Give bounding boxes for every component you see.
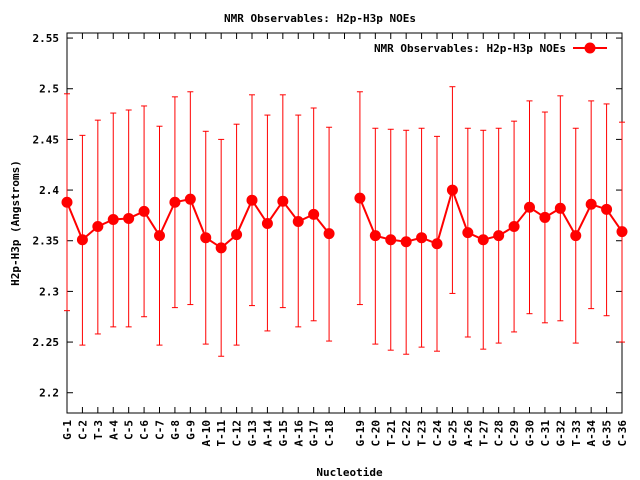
data-point: [261, 218, 273, 230]
data-point: [554, 202, 566, 214]
x-tick-label: C-18: [323, 420, 336, 447]
data-point: [308, 208, 320, 220]
data-point: [400, 236, 412, 248]
data-point: [277, 195, 289, 207]
y-axis-label: H2p-H3p (Angstroms): [9, 160, 22, 286]
legend-marker: [584, 42, 596, 54]
data-point: [200, 232, 212, 244]
data-point: [292, 215, 304, 227]
series-line: [66, 198, 330, 250]
data-point: [570, 230, 582, 242]
x-tick-label: A-14: [261, 420, 274, 447]
x-tick-label: A-26: [462, 420, 475, 447]
data-point: [539, 211, 551, 223]
x-tick-label: G-19: [354, 420, 367, 447]
data-point: [477, 234, 489, 246]
x-tick-label: A-10: [200, 420, 213, 447]
x-tick-label: C-20: [369, 420, 382, 447]
x-tick-label: G-15: [277, 420, 290, 447]
data-point: [354, 192, 366, 204]
data-point: [231, 229, 243, 241]
data-point: [369, 230, 381, 242]
data-point: [154, 230, 165, 242]
data-point: [585, 198, 597, 210]
data-point: [92, 221, 104, 233]
x-tick-label: T-3: [92, 420, 105, 440]
x-tick-label: C-12: [231, 420, 244, 447]
x-tick-label: T-21: [385, 420, 398, 447]
data-point: [123, 212, 135, 224]
data-point: [246, 194, 258, 206]
x-tick-label: G-30: [524, 420, 537, 447]
data-point: [107, 213, 119, 225]
x-tick-label: G-32: [554, 420, 567, 447]
x-tick-label: G-8: [169, 420, 182, 440]
x-tick-label: G-9: [184, 420, 197, 440]
data-point: [215, 242, 227, 254]
data-point: [493, 230, 505, 242]
x-tick-label: C-29: [508, 420, 521, 447]
x-tick-label: C-28: [493, 420, 506, 447]
y-tick-label: 2.45: [33, 133, 60, 146]
data-point: [138, 205, 150, 217]
data-point: [601, 203, 613, 215]
data-point: [385, 234, 397, 246]
plot-frame: [66, 32, 623, 414]
x-tick-label: G-13: [246, 420, 259, 447]
y-tick-label: 2.4: [39, 184, 59, 197]
x-tick-label: T-11: [215, 420, 228, 447]
data-point: [524, 201, 535, 213]
data-point: [169, 196, 181, 208]
y-tick-label: 2.25: [33, 336, 60, 349]
x-tick-label: G-25: [446, 420, 459, 447]
data-point: [76, 234, 88, 246]
x-axis-label: Nucleotide: [316, 466, 383, 479]
x-tick-label: C-7: [154, 420, 167, 440]
x-tick-label: C-24: [431, 420, 444, 447]
x-tick-label: G-35: [601, 420, 614, 447]
x-tick-label: A-16: [292, 420, 305, 447]
x-tick-label: C-5: [123, 420, 136, 440]
y-tick-label: 2.3: [39, 285, 59, 298]
x-tick-label: A-4: [107, 420, 120, 440]
y-tick-label: 2.5: [39, 83, 59, 96]
x-tick-label: C-6: [138, 420, 151, 440]
data-point: [462, 227, 474, 239]
x-tick-label: C-22: [400, 420, 413, 447]
y-tick-label: 2.35: [33, 235, 60, 248]
x-tick-label: G-1: [61, 420, 74, 440]
data-point: [323, 228, 335, 240]
data-point: [508, 221, 520, 233]
data-point: [184, 193, 196, 205]
data-point: [416, 232, 428, 244]
x-tick-label: T-23: [416, 420, 429, 447]
x-tick-label: G-17: [308, 420, 321, 447]
x-tick-label: T-33: [570, 420, 583, 447]
data-point: [61, 196, 73, 208]
data-point: [431, 238, 443, 250]
x-tick-label: T-27: [477, 420, 490, 447]
x-tick-label: A-34: [585, 420, 598, 447]
legend-label: NMR Observables: H2p-H3p NOEs: [374, 42, 566, 55]
data-point: [446, 184, 458, 196]
x-tick-label: C-36: [616, 420, 629, 447]
y-tick-label: 2.55: [33, 32, 60, 45]
data-point: [616, 226, 628, 238]
x-tick-label: C-31: [539, 420, 552, 447]
y-tick-label: 2.2: [39, 387, 59, 400]
series-line: [358, 186, 623, 246]
chart-title: NMR Observables: H2p-H3p NOEs: [224, 12, 416, 25]
x-tick-label: C-2: [76, 420, 89, 440]
